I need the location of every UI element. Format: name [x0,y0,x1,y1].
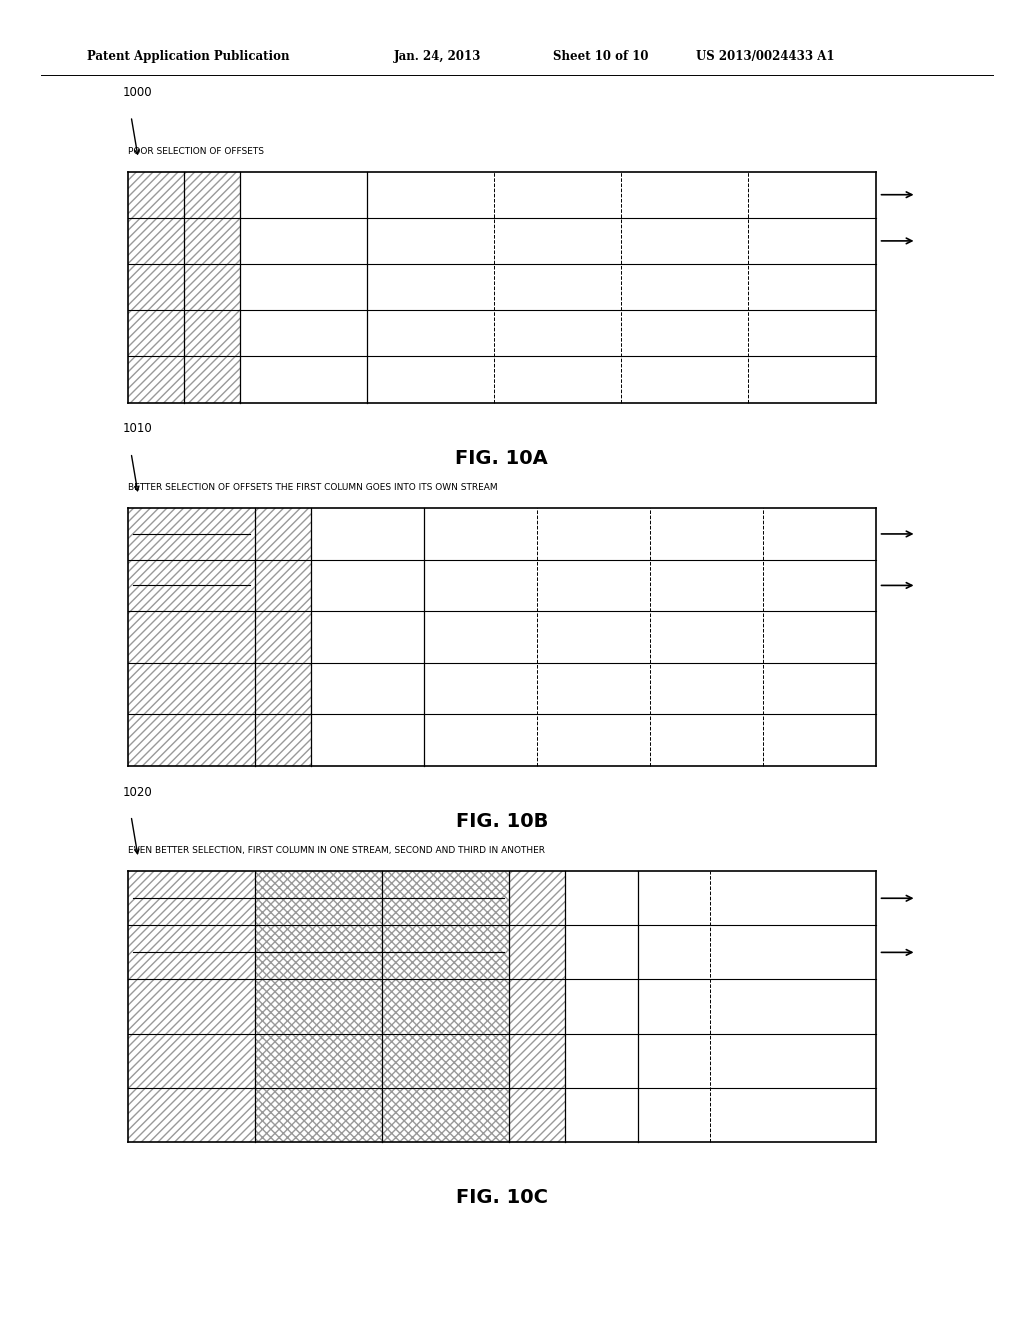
Bar [184,310,240,356]
Text: 1000: 1000 [123,86,153,99]
Bar [184,264,240,310]
Text: 1010: 1010 [123,422,153,436]
Text: US 2013/0024433 A1: US 2013/0024433 A1 [696,50,835,63]
Text: Sheet 10 of 10: Sheet 10 of 10 [553,50,648,63]
Bar [255,611,311,663]
Bar [509,1034,565,1088]
Bar [255,1088,382,1142]
Bar [128,663,255,714]
Bar [255,979,382,1034]
Text: POOR SELECTION OF OFFSETS: POOR SELECTION OF OFFSETS [128,147,264,156]
Bar [382,1034,509,1088]
Bar [509,925,565,979]
Bar [255,1034,382,1088]
Bar [128,310,184,356]
Bar [184,218,240,264]
Bar [128,172,184,218]
Bar [255,871,382,925]
Bar [255,925,382,979]
Bar [255,714,311,766]
Text: Patent Application Publication: Patent Application Publication [87,50,290,63]
Bar [128,1088,255,1142]
Bar [255,560,311,611]
Text: FIG. 10A: FIG. 10A [456,449,548,467]
Bar [128,508,255,560]
Bar [128,560,255,611]
Bar [382,979,509,1034]
Bar [509,1088,565,1142]
Bar [128,1034,255,1088]
Bar [128,925,255,979]
Bar [255,508,311,560]
Bar [184,356,240,403]
Bar [128,979,255,1034]
Bar [509,871,565,925]
Bar [382,925,509,979]
Text: EVEN BETTER SELECTION, FIRST COLUMN IN ONE STREAM, SECOND AND THIRD IN ANOTHER: EVEN BETTER SELECTION, FIRST COLUMN IN O… [128,846,545,855]
Bar [128,871,255,925]
Text: Jan. 24, 2013: Jan. 24, 2013 [394,50,481,63]
Bar [128,264,184,310]
Bar [128,714,255,766]
Bar [382,871,509,925]
Text: FIG. 10B: FIG. 10B [456,812,548,830]
Bar [128,218,184,264]
Text: FIG. 10C: FIG. 10C [456,1188,548,1206]
Bar [255,663,311,714]
Bar [128,611,255,663]
Bar [184,172,240,218]
Text: 1020: 1020 [123,785,153,799]
Bar [509,979,565,1034]
Bar [128,356,184,403]
Text: BETTER SELECTION OF OFFSETS THE FIRST COLUMN GOES INTO ITS OWN STREAM: BETTER SELECTION OF OFFSETS THE FIRST CO… [128,483,498,492]
Bar [382,1088,509,1142]
